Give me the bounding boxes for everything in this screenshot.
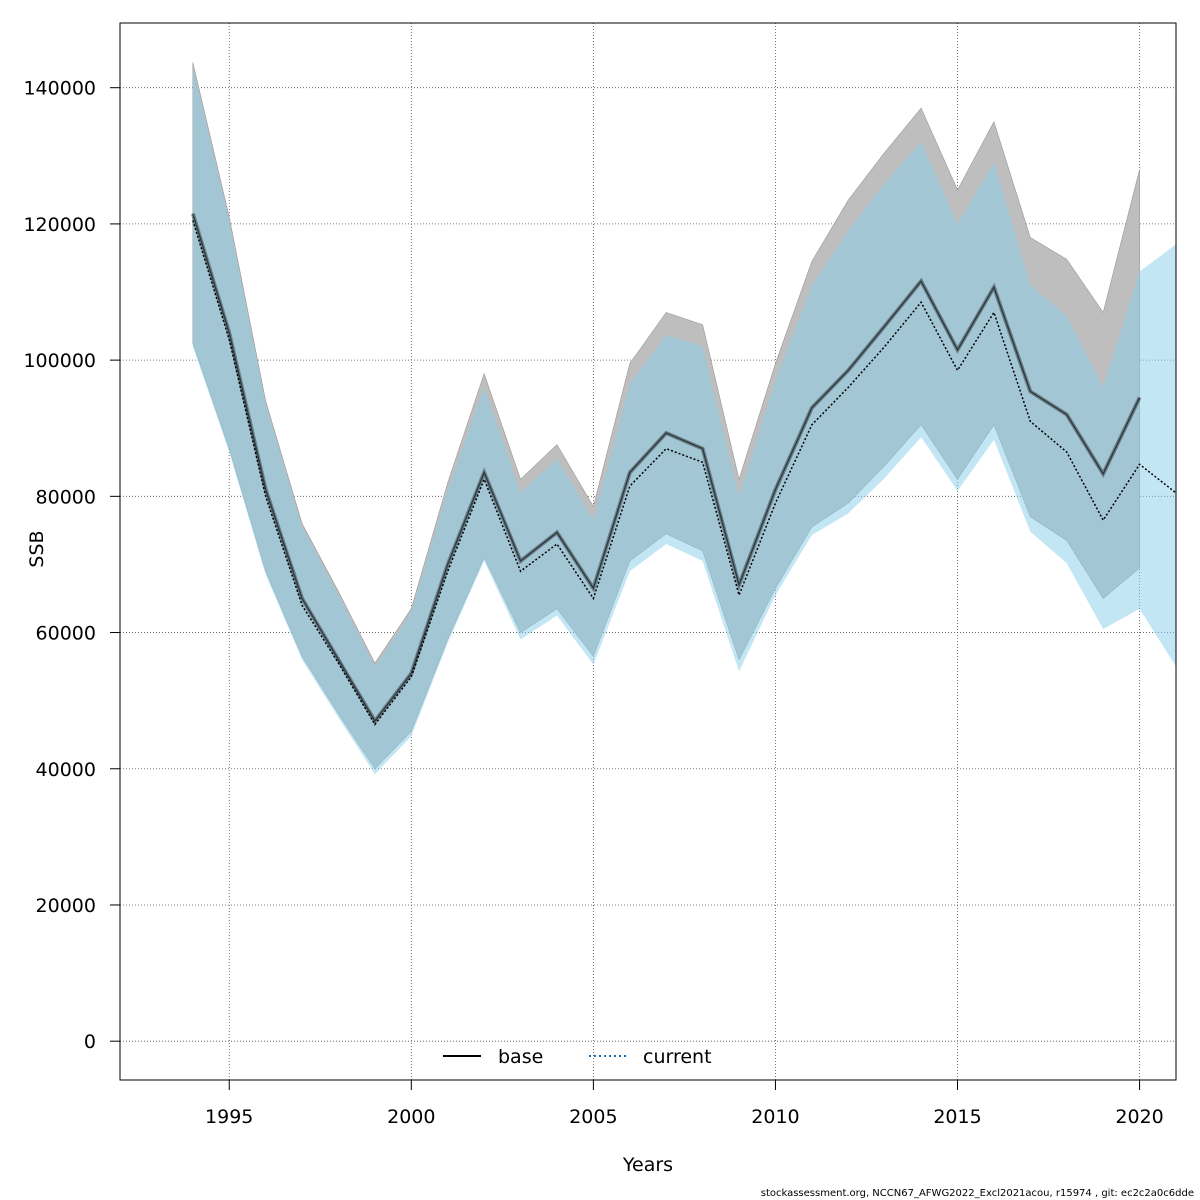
plot-frame (119, 22, 1177, 1081)
y-tick-label-40000: 40000 (36, 759, 96, 781)
x-tick-label-2010: 2010 (751, 1106, 799, 1128)
x-tick-label-2015: 2015 (933, 1106, 981, 1128)
legend-label-base: base (498, 1046, 543, 1068)
y-tick-label-60000: 60000 (36, 623, 96, 645)
band-current (192, 67, 1177, 775)
axis-ticks: 1995 2000 2005 2010 2015 2020 0 20000 40000 60000… (23, 78, 1163, 1128)
confidence-bands (192, 62, 1177, 775)
y-tick-label-0: 0 (84, 1031, 96, 1053)
x-tick-label-1995: 1995 (205, 1106, 253, 1128)
y-tick-label-120000: 120000 (23, 214, 96, 236)
line-base (192, 213, 1141, 723)
line-current (192, 220, 1177, 726)
legend: base current (443, 1046, 712, 1068)
y-tick-label-20000: 20000 (36, 895, 96, 917)
x-tick-label-2000: 2000 (387, 1106, 435, 1128)
footnote: stockassessment.org, NCCN67_AFWG2022_Exc… (760, 1188, 1194, 1199)
y-tick-label-100000: 100000 (23, 350, 96, 372)
y-tick-label-140000: 140000 (23, 78, 96, 100)
y-tick-label-80000: 80000 (36, 486, 96, 508)
x-axis-title: Years (622, 1154, 673, 1176)
x-tick-label-2005: 2005 (569, 1106, 617, 1128)
x-tick-label-2020: 2020 (1115, 1106, 1163, 1128)
series-lines (190, 213, 1177, 726)
legend-label-current: current (643, 1046, 712, 1068)
y-axis-title: SSB (26, 530, 48, 567)
